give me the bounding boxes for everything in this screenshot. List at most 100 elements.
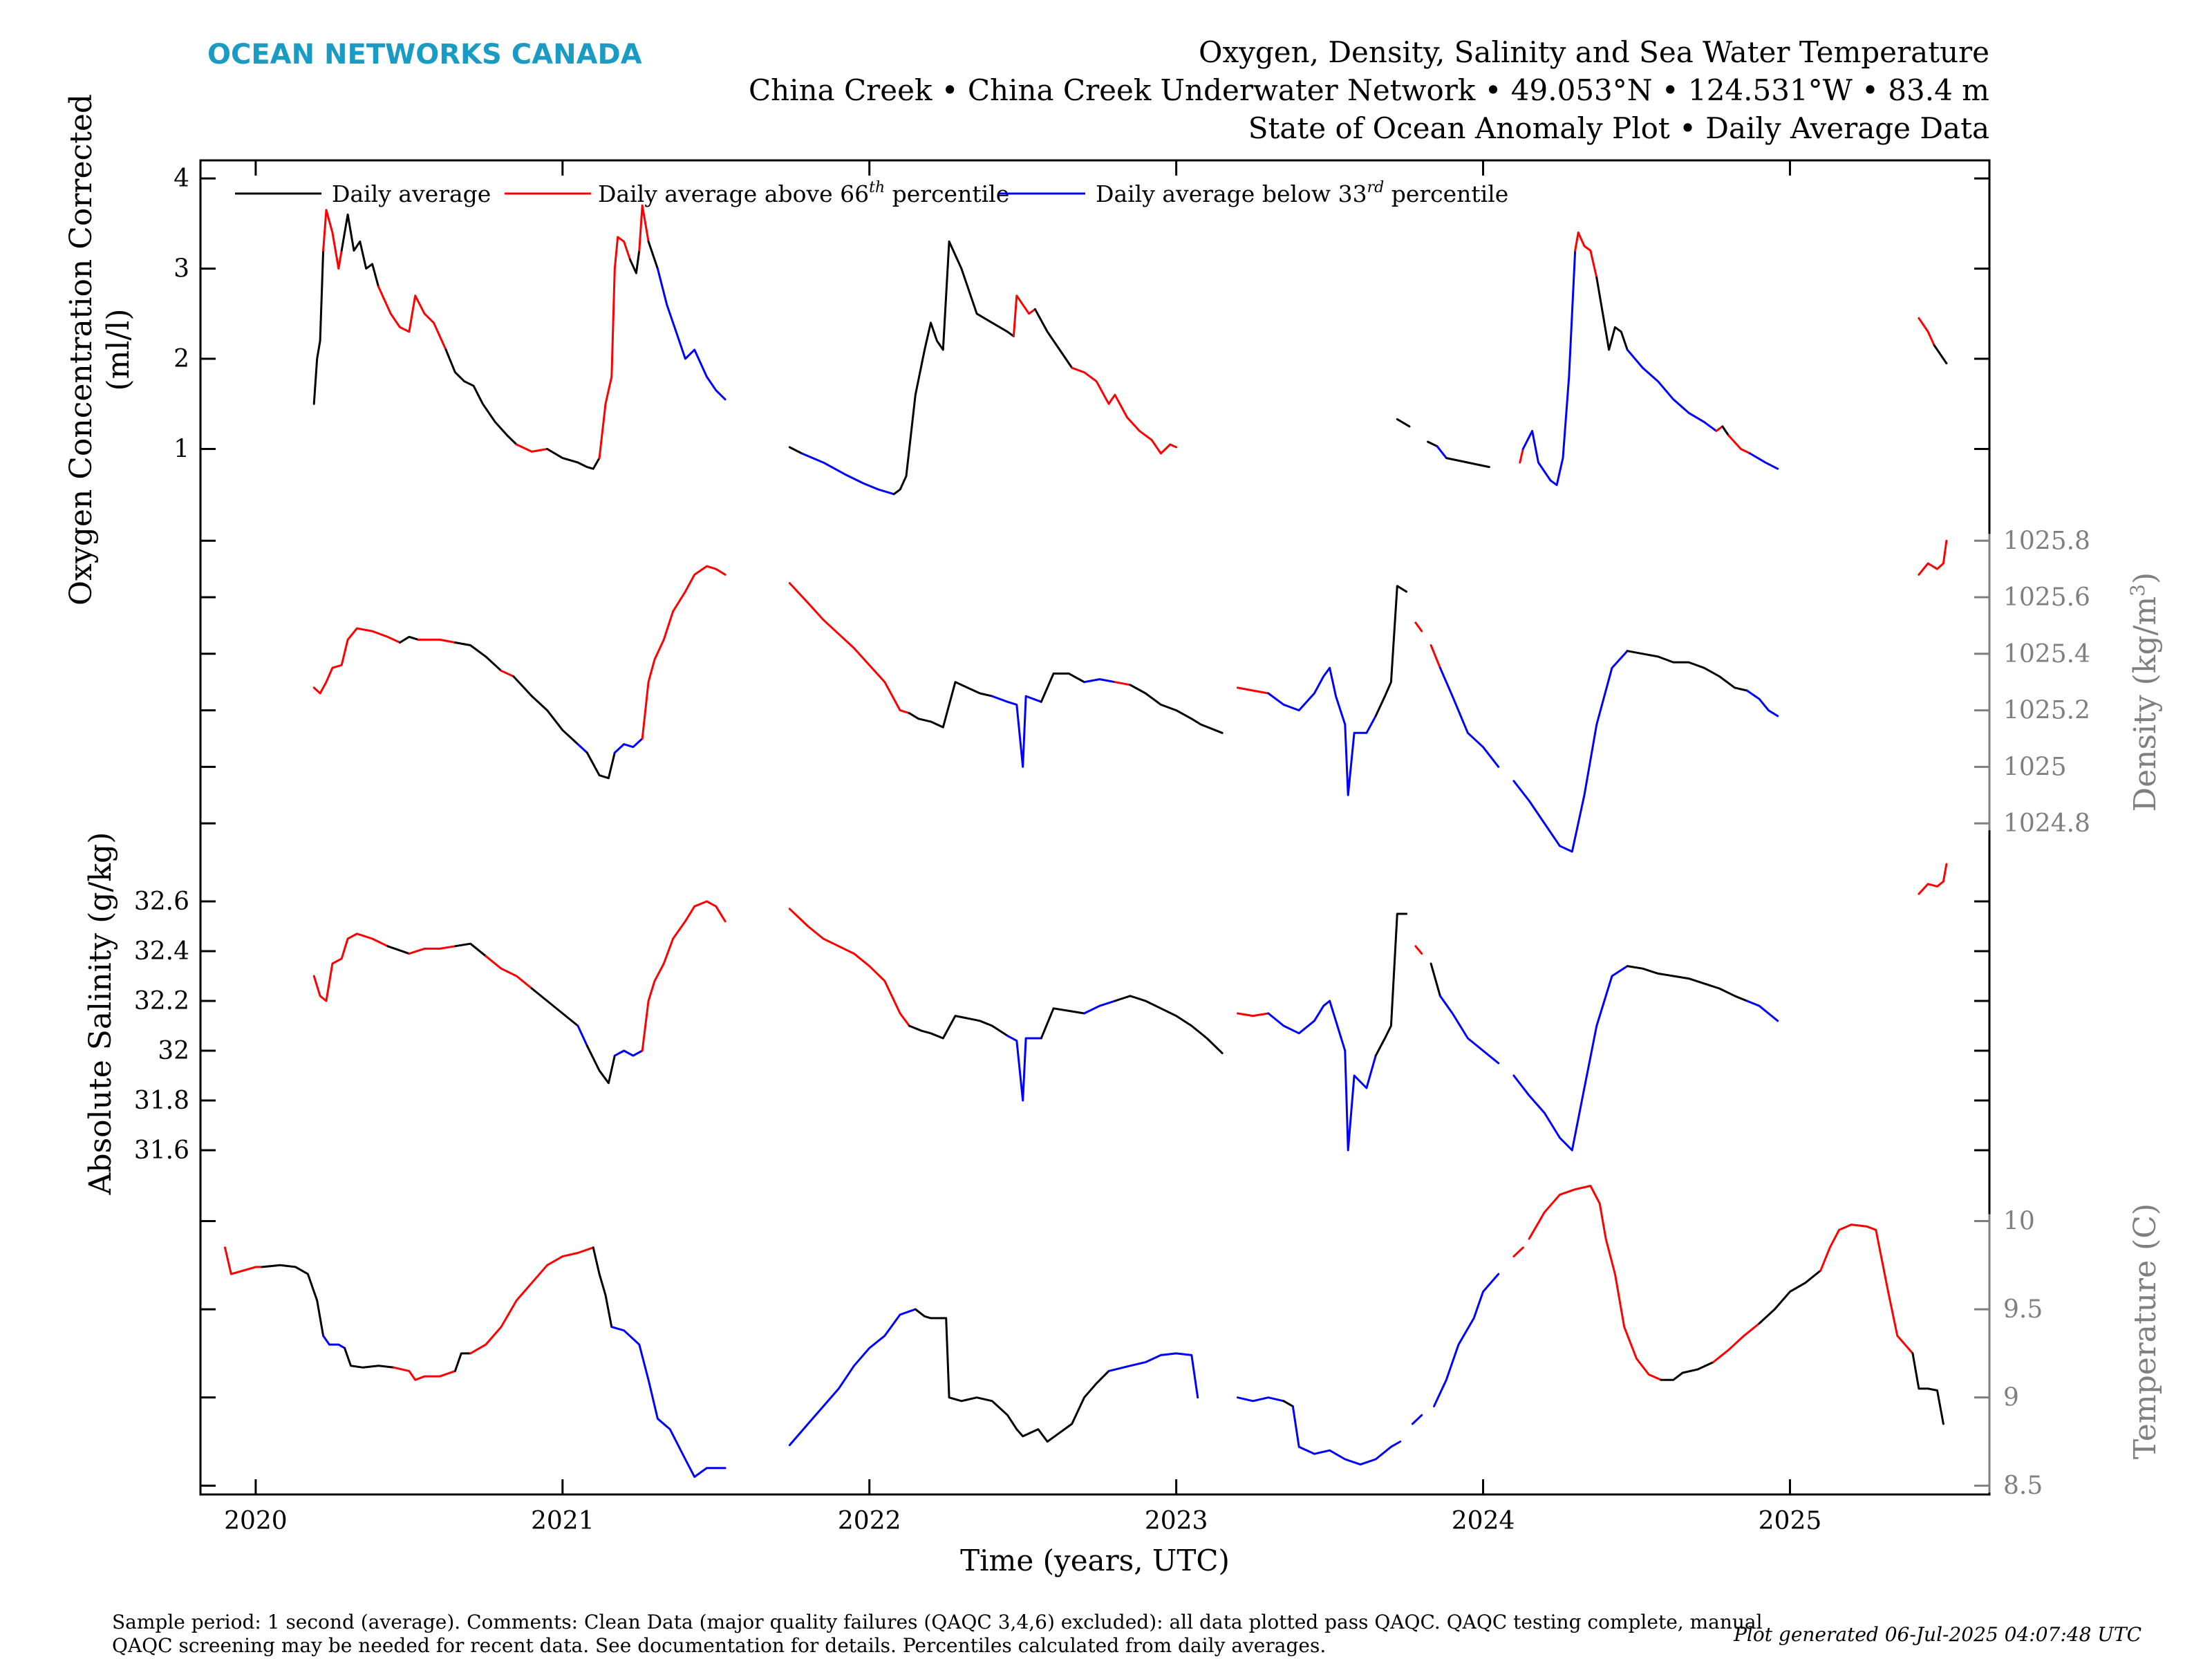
panel-density-y-tick-label: 1025.6 bbox=[2003, 583, 2090, 612]
panel-oxygen: 1 2 3 4 Oxygen Concentration Corrected(ml/l) bbox=[64, 94, 1989, 606]
panel-temperature-series-normal bbox=[453, 1352, 472, 1372]
x-tick-label: 2024 bbox=[1452, 1507, 1515, 1535]
panel-oxygen-series-above bbox=[1727, 434, 1752, 455]
panel-salinity-series-below bbox=[1267, 1000, 1377, 1152]
plot-frame bbox=[199, 159, 1991, 1496]
legend-label-normal: Daily average bbox=[332, 180, 491, 207]
panel-oxygen-y-label: Oxygen Concentration Corrected(ml/l) bbox=[64, 94, 136, 606]
panel-oxygen-y-tick-label: 4 bbox=[174, 165, 189, 193]
x-tick-label: 2023 bbox=[1145, 1507, 1208, 1535]
y-label-main: Density (kg/m bbox=[2128, 597, 2163, 812]
panel-oxygen-series-below bbox=[1749, 452, 1779, 470]
chart-title: Oxygen, Density, Salinity and Sea Water … bbox=[1199, 35, 1989, 69]
panel-temperature-series-below bbox=[610, 1326, 727, 1478]
panel-oxygen-series-above bbox=[598, 236, 631, 460]
panel-temperature-series-above bbox=[469, 1246, 594, 1355]
footer-comments-line1: Sample period: 1 second (average). Comme… bbox=[112, 1611, 1763, 1633]
panel-oxygen-y-tick-label: 2 bbox=[174, 345, 189, 373]
panel-temperature-series-normal bbox=[344, 1347, 395, 1369]
panel-salinity-series-normal bbox=[1040, 1007, 1085, 1040]
panel-salinity-series-below bbox=[1745, 1000, 1779, 1022]
panel-salinity-y-tick-label: 32 bbox=[158, 1037, 189, 1065]
panel-salinity-series-normal bbox=[1114, 995, 1224, 1055]
panel-density-series-above bbox=[312, 627, 401, 695]
panel-salinity-series-above bbox=[1414, 945, 1423, 955]
panel-salinity-series-above bbox=[1918, 863, 1948, 895]
panel-density-series-below bbox=[991, 695, 1042, 768]
legend-above-suffix: percentile bbox=[885, 180, 1009, 207]
panel-density-series-above bbox=[417, 638, 456, 644]
legend-below-suffix: percentile bbox=[1384, 180, 1508, 207]
y-label-sup: 3 bbox=[2126, 584, 2149, 597]
panel-density-y-tick-label: 1025.4 bbox=[2003, 640, 2090, 668]
y-label-line2: (ml/l) bbox=[101, 308, 136, 391]
panel-temperature-series-normal bbox=[914, 1308, 1110, 1443]
panel-density-series-above bbox=[1114, 681, 1132, 686]
panel-salinity-series-below bbox=[1438, 995, 1500, 1065]
x-axis: 2020 2021 2022 2023 2024 2025 bbox=[224, 160, 1821, 1535]
footer-generated: Plot generated 06-Jul-2025 04:07:48 UTC bbox=[1733, 1623, 2141, 1646]
panel-oxygen-series-below bbox=[1626, 348, 1718, 432]
panel-oxygen-series-normal bbox=[1721, 425, 1730, 437]
panel-oxygen-series-normal bbox=[1427, 440, 1438, 448]
legend-label-below: Daily average below 33rd percentile bbox=[1096, 179, 1508, 207]
panel-density-y-tick-label: 1025.2 bbox=[2003, 697, 2090, 725]
panel-temperature-y-tick-label: 10 bbox=[2003, 1208, 2035, 1236]
panel-density-series-above bbox=[788, 582, 910, 715]
panel-density-y-tick-label: 1025 bbox=[2003, 753, 2067, 781]
panel-salinity-series-below bbox=[1512, 965, 1629, 1152]
panel-density-y-tick-label: 1025.8 bbox=[2003, 527, 2090, 555]
panels: 1 2 3 4 Oxygen Concentration Corrected(ml/l)… bbox=[64, 94, 2163, 1500]
panel-oxygen-y-tick-label: 3 bbox=[174, 255, 189, 283]
panel-temperature-series-above bbox=[1528, 1185, 1662, 1381]
panel-oxygen-series-above bbox=[515, 443, 549, 453]
panel-oxygen-series-above bbox=[1012, 294, 1036, 337]
panel-oxygen-series-above bbox=[1071, 366, 1178, 455]
panel-temperature-y-tick-label: 9.5 bbox=[2003, 1295, 2043, 1324]
panel-salinity-y-tick-label: 31.6 bbox=[134, 1136, 189, 1165]
panel-oxygen-series-normal bbox=[546, 448, 601, 470]
panel-oxygen-series-above bbox=[1715, 425, 1724, 432]
panel-oxygen-series-normal bbox=[629, 250, 641, 274]
panel-density-series-normal bbox=[1374, 585, 1408, 718]
panel-density: 1024.8 1025 1025.2 1025.4 1025.6 1025.8 Densit… bbox=[200, 527, 2163, 853]
panel-oxygen-series-normal bbox=[1933, 344, 1948, 365]
panel-temperature-series-normal bbox=[261, 1264, 325, 1337]
panel-density-series-normal bbox=[1626, 650, 1748, 692]
panel-salinity-series-normal bbox=[585, 1044, 616, 1085]
panel-oxygen-y-tick-label: 1 bbox=[174, 435, 189, 464]
chart-location: China Creek • China Creek Underwater Net… bbox=[749, 73, 1989, 107]
panel-oxygen-series-normal bbox=[1033, 308, 1074, 369]
panel-temperature-y-tick-label: 8.5 bbox=[2003, 1472, 2043, 1500]
panel-oxygen-series-normal bbox=[444, 348, 518, 446]
panel-salinity-series-below bbox=[1083, 1000, 1116, 1015]
panel-temperature-series-above bbox=[1512, 1246, 1524, 1258]
panel-density-series-normal bbox=[399, 635, 420, 644]
panel-salinity-series-above bbox=[788, 908, 910, 1027]
panel-salinity-series-below bbox=[1006, 1034, 1042, 1102]
panel-salinity-series-normal bbox=[453, 942, 487, 957]
panel-temperature-series-normal bbox=[1911, 1352, 1944, 1425]
brand-logo: OCEAN NETWORKS CANADA bbox=[207, 39, 642, 71]
panel-temperature-y-label: Temperature (C) bbox=[2128, 1203, 2163, 1459]
panel-temperature-series-below bbox=[788, 1308, 917, 1447]
panel-salinity-series-normal bbox=[386, 945, 411, 955]
panel-salinity-series-above bbox=[1236, 1012, 1270, 1018]
footer-comments-line2: QAQC screening may be needed for recent … bbox=[112, 1634, 1326, 1657]
panel-density-series-below bbox=[1745, 689, 1779, 718]
panel-density-series-normal bbox=[1040, 672, 1085, 703]
panel-temperature-series-below bbox=[322, 1334, 346, 1349]
panel-temperature-series-normal bbox=[1282, 1400, 1294, 1407]
panel-density-series-above bbox=[1918, 539, 1948, 576]
y-label-line1: Oxygen Concentration Corrected bbox=[64, 94, 99, 606]
panel-temperature-series-below bbox=[1291, 1405, 1402, 1466]
panel-temperature-series-below bbox=[1411, 1414, 1423, 1425]
panel-temperature-series-normal bbox=[1660, 1361, 1714, 1381]
legend-label-above: Daily average above 66th percentile bbox=[598, 179, 1009, 207]
panel-salinity-series-normal bbox=[908, 1015, 1009, 1040]
panel-density-series-above bbox=[1414, 621, 1423, 632]
panel-density-series-below bbox=[1512, 650, 1629, 853]
panel-temperature-series-above bbox=[393, 1366, 456, 1381]
panel-salinity-y-label: Absolute Salinity (g/kg) bbox=[83, 832, 118, 1196]
